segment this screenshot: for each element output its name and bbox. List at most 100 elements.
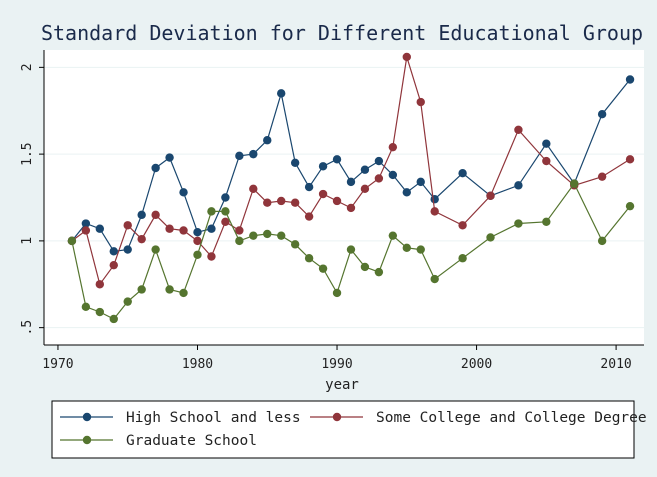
data-point (374, 174, 384, 183)
data-point (123, 221, 132, 230)
legend-marker (82, 412, 92, 422)
data-point (235, 236, 244, 246)
data-point (235, 151, 244, 161)
data-point (207, 224, 216, 233)
data-point (346, 245, 356, 254)
data-point (318, 189, 328, 199)
legend-label: High School and less (126, 410, 301, 426)
y-tick-label: 1.5 (20, 142, 35, 165)
data-point (137, 285, 146, 294)
x-tick-label: 1990 (321, 357, 352, 372)
data-point (193, 250, 202, 259)
data-point (318, 264, 328, 273)
data-point (514, 219, 523, 228)
legend-item-3: Graduate School (60, 433, 257, 449)
data-point (193, 236, 202, 246)
legend-label: Some College and College Degree (376, 410, 647, 426)
data-point (290, 198, 300, 207)
data-point (360, 262, 370, 272)
data-point (597, 110, 607, 119)
data-point (542, 156, 551, 166)
series-3 (67, 179, 635, 324)
data-point (249, 231, 258, 240)
legend-marker (82, 435, 92, 445)
data-point (486, 233, 495, 242)
data-point (318, 162, 328, 171)
data-point (123, 245, 132, 254)
data-point (458, 254, 467, 263)
data-point (165, 224, 174, 233)
data-point (402, 243, 411, 253)
y-tick-label: .5 (20, 320, 35, 336)
data-point (235, 226, 244, 235)
data-point (277, 89, 286, 98)
data-point (430, 274, 439, 284)
data-point (207, 207, 216, 216)
data-point (374, 156, 384, 166)
data-point (570, 179, 579, 188)
y-tick-label: 2 (20, 63, 35, 71)
data-point (179, 288, 188, 298)
data-point (458, 169, 467, 178)
data-point (249, 149, 258, 159)
data-point (179, 188, 188, 197)
data-point (360, 165, 370, 174)
data-point (388, 170, 398, 180)
data-point (625, 201, 635, 211)
data-point (514, 181, 523, 190)
data-point (625, 155, 635, 164)
x-tick-label: 1980 (182, 357, 213, 372)
data-point (123, 297, 132, 306)
data-point (263, 198, 272, 207)
data-point (416, 245, 425, 254)
data-point (597, 172, 607, 181)
data-point (625, 75, 635, 84)
data-point (151, 245, 160, 254)
data-point (109, 247, 118, 256)
legend-box (51, 400, 635, 459)
x-tick-label: 2010 (600, 357, 631, 372)
data-point (263, 229, 272, 239)
series-line (71, 79, 631, 252)
series-group (67, 52, 635, 324)
data-point (207, 252, 216, 261)
data-point (416, 97, 425, 107)
data-point (95, 280, 105, 289)
data-point (221, 193, 230, 202)
data-point (514, 125, 523, 135)
data-point (151, 210, 160, 220)
data-point (542, 217, 551, 226)
data-point (332, 155, 342, 164)
data-point (81, 302, 91, 312)
data-point (332, 196, 342, 206)
data-point (249, 184, 258, 194)
data-point (332, 288, 342, 298)
data-point (81, 219, 91, 228)
data-point (346, 177, 356, 187)
data-point (304, 182, 314, 192)
legend-item-1: High School and less (60, 410, 301, 426)
data-point (193, 228, 202, 237)
data-point (388, 231, 398, 240)
data-point (346, 203, 356, 213)
series-line (71, 182, 631, 320)
legend-marker (332, 412, 342, 422)
y-tick-label: 1 (20, 237, 35, 245)
data-point (486, 191, 495, 200)
data-point (304, 212, 314, 221)
plot-area (44, 50, 644, 345)
legend-item-2: Some College and College Degree (310, 410, 647, 426)
data-point (137, 210, 146, 220)
data-point (360, 184, 370, 194)
legend-label: Graduate School (126, 433, 257, 449)
data-point (137, 234, 146, 244)
data-point (402, 188, 411, 197)
data-point (388, 142, 398, 152)
data-point (430, 195, 439, 204)
data-point (430, 207, 439, 216)
data-point (81, 226, 91, 235)
x-axis-label: year (325, 377, 359, 393)
data-point (67, 236, 77, 246)
data-point (290, 158, 300, 167)
